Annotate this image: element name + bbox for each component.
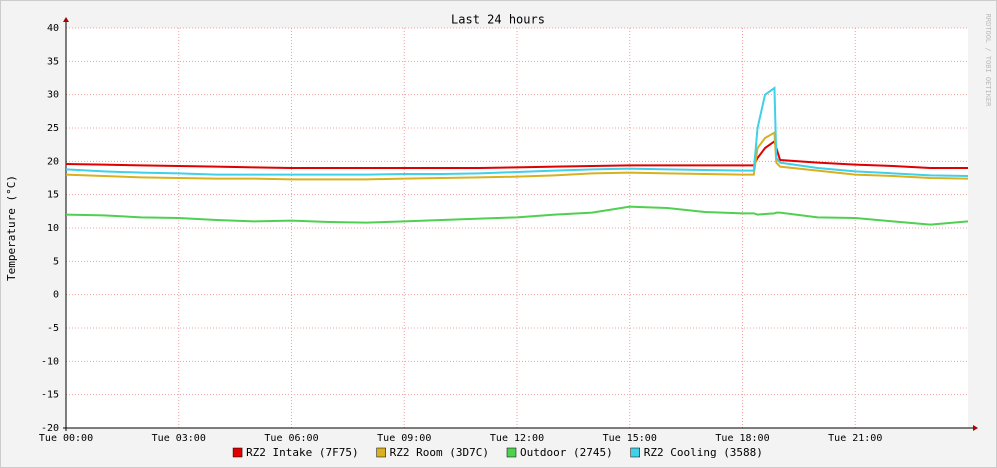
y-tick-label: 10 xyxy=(47,223,59,234)
y-tick-label: -10 xyxy=(41,356,59,367)
y-tick-label: 15 xyxy=(47,190,59,201)
legend-swatch xyxy=(506,447,517,458)
series-line xyxy=(65,131,969,181)
y-tick-label: 5 xyxy=(53,256,59,267)
series-line xyxy=(65,86,969,177)
chart-title: Last 24 hours xyxy=(451,13,545,27)
watermark: RRDTOOL / TOBI OETIKER xyxy=(984,14,992,108)
y-tick-label: 35 xyxy=(47,56,59,67)
y-tick-label: 20 xyxy=(47,156,59,167)
legend-swatch xyxy=(232,447,243,458)
y-axis-label: Temperature (°C) xyxy=(5,175,18,281)
x-tick-label: Tue 15:00 xyxy=(603,433,657,444)
series-line xyxy=(65,139,968,169)
x-tick-label: Tue 00:00 xyxy=(39,433,93,444)
legend-label: Outdoor (2745) xyxy=(520,446,613,459)
x-tick-label: Tue 03:00 xyxy=(152,433,206,444)
x-tick-label: Tue 12:00 xyxy=(490,433,544,444)
y-tick-label: 40 xyxy=(47,23,59,34)
legend-label: RZ2 Intake (7F75) xyxy=(246,446,359,459)
y-tick-label: 30 xyxy=(47,90,59,101)
y-tick-label: -15 xyxy=(41,390,59,401)
x-tick-label: Tue 06:00 xyxy=(264,433,318,444)
x-tick-label: Tue 09:00 xyxy=(377,433,431,444)
y-tick-label: 0 xyxy=(53,290,59,301)
axis-arrow xyxy=(973,425,978,431)
y-tick-label: -20 xyxy=(41,423,59,434)
legend-swatch xyxy=(630,447,640,458)
y-tick-label: -5 xyxy=(47,323,59,334)
legend-swatch xyxy=(376,447,386,458)
x-tick-label: Tue 18:00 xyxy=(715,433,769,444)
axis-arrow xyxy=(63,17,69,22)
x-tick-label: Tue 21:00 xyxy=(828,433,882,444)
series-line xyxy=(65,205,969,226)
legend-label: RZ2 Room (3D7C) xyxy=(390,446,489,459)
legend-label: RZ2 Cooling (3588) xyxy=(644,446,763,459)
y-tick-label: 25 xyxy=(47,123,59,134)
